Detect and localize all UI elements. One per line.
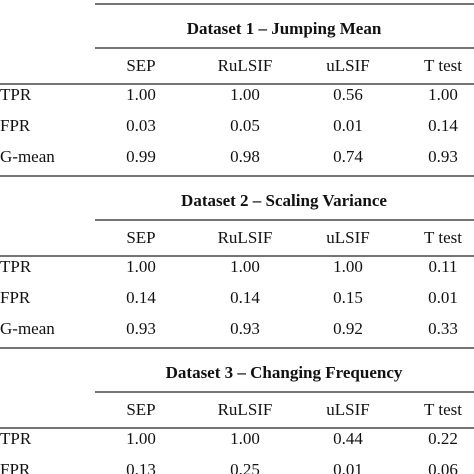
cell: 0.99 [126, 147, 156, 166]
cell: 0.14 [428, 116, 458, 135]
cell: 0.13 [126, 460, 156, 474]
column-header: uLSIF [326, 56, 369, 75]
cell: 0.25 [230, 460, 260, 474]
column-header: T test [424, 228, 462, 247]
column-header: RuLSIF [218, 400, 273, 419]
cell: 1.00 [126, 257, 156, 276]
row-label: TPR [0, 429, 32, 448]
cell: 0.14 [126, 288, 156, 307]
row-label: FPR [0, 288, 31, 307]
row-label: TPR [0, 85, 32, 104]
cell: 0.56 [333, 85, 363, 104]
cell: 0.44 [333, 429, 363, 448]
column-header: SEP [126, 400, 155, 419]
cell: 0.93 [230, 319, 260, 338]
cell: 0.01 [333, 460, 363, 474]
column-header: RuLSIF [218, 56, 273, 75]
cell: 1.00 [230, 429, 260, 448]
section-title: Dataset 2 – Scaling Variance [181, 191, 387, 210]
cell: 0.01 [428, 288, 458, 307]
cell: 0.06 [428, 460, 458, 474]
cell: 0.93 [126, 319, 156, 338]
cell: 1.00 [126, 429, 156, 448]
cell: 0.74 [333, 147, 363, 166]
row-label: TPR [0, 257, 32, 276]
cell: 0.22 [428, 429, 458, 448]
cell: 0.33 [428, 319, 458, 338]
cell: 0.92 [333, 319, 363, 338]
column-header: SEP [126, 228, 155, 247]
row-label: G-mean [0, 319, 55, 338]
column-header: uLSIF [326, 400, 369, 419]
cell: 0.11 [428, 257, 457, 276]
column-header: uLSIF [326, 228, 369, 247]
cell: 0.05 [230, 116, 260, 135]
cell: 0.93 [428, 147, 458, 166]
section-title: Dataset 3 – Changing Frequency [166, 363, 403, 382]
column-header: T test [424, 56, 462, 75]
row-label: FPR [0, 116, 31, 135]
column-header: RuLSIF [218, 228, 273, 247]
cell: 1.00 [126, 85, 156, 104]
row-label: G-mean [0, 147, 55, 166]
cell: 1.00 [230, 257, 260, 276]
column-header: SEP [126, 56, 155, 75]
cell: 0.98 [230, 147, 260, 166]
row-label: FPR [0, 460, 31, 474]
cell: 1.00 [428, 85, 458, 104]
section-title: Dataset 1 – Jumping Mean [187, 19, 382, 38]
cell: 0.03 [126, 116, 156, 135]
cell: 1.00 [230, 85, 260, 104]
cell: 0.15 [333, 288, 363, 307]
cell: 0.14 [230, 288, 260, 307]
cell: 1.00 [333, 257, 363, 276]
cell: 0.01 [333, 116, 363, 135]
column-header: T test [424, 400, 462, 419]
